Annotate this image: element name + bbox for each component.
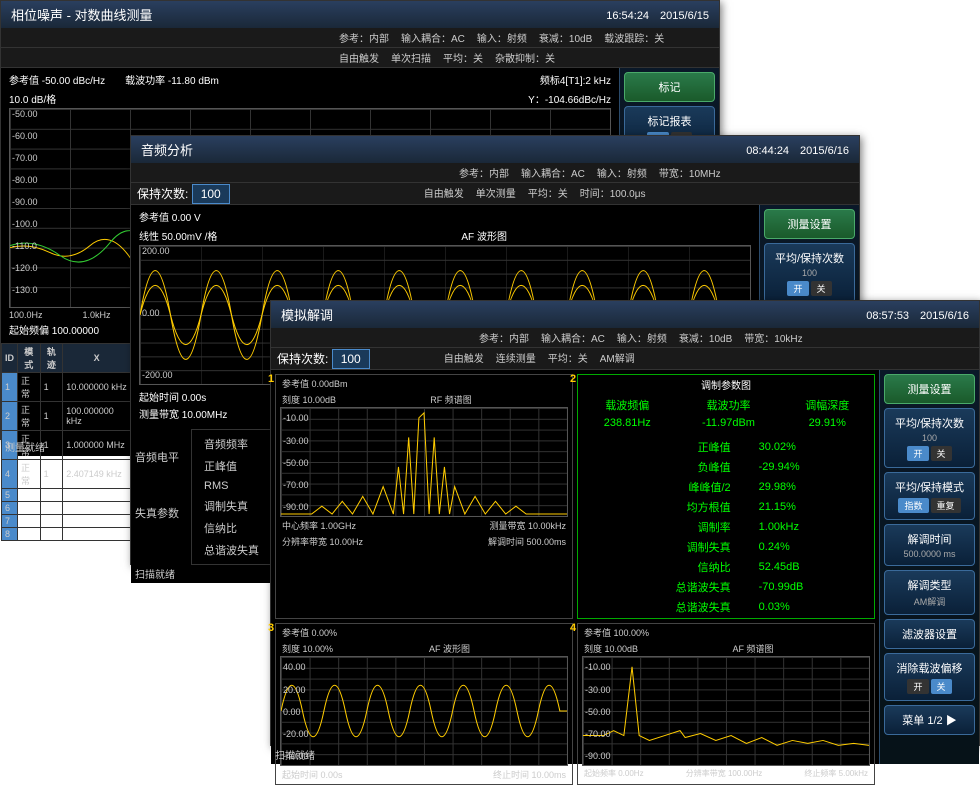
table-row: 5: [2, 489, 131, 502]
modulation-params-table: 载波频偏载波功率调幅深度 238.81Hz-11.97dBm29.91%: [578, 394, 874, 432]
sidebar: 测量设置 平均/保持次数 100 开关 平均/保持模式 指数重复 解调时间 50…: [879, 370, 979, 764]
titlebar: 模拟解调 08:57:53 2015/6/16: [271, 301, 979, 328]
hold-count-button[interactable]: 平均/保持次数 100 开关: [884, 408, 975, 468]
table-row: 1正常110.000000 kHz: [2, 373, 131, 402]
hold-count-input[interactable]: 100: [192, 184, 230, 204]
marker-button[interactable]: 标记: [624, 72, 715, 102]
footer-status: 扫描就绪: [135, 566, 175, 581]
table-row: 6: [2, 502, 131, 515]
window-analog-demod: 模拟解调 08:57:53 2015/6/16 参考：内部 输入耦合：AC 输入…: [270, 300, 980, 746]
clear-carrier-button[interactable]: 消除载波偏移 开关: [884, 653, 975, 701]
status-bar: 参考：内部 输入耦合：AC 输入：射频 衰减：10dB 载波跟踪：关: [1, 28, 719, 48]
rf-spectrum-chart[interactable]: -10.00 -30.00 -50.00 -70.00 -90.00: [280, 407, 568, 517]
panel-number: 1: [268, 373, 274, 385]
status-bar: 参考：内部 输入耦合：AC 输入：射频 带宽：10MHz: [131, 163, 859, 183]
filter-setup-button[interactable]: 滤波器设置: [884, 619, 975, 649]
status-bar-2: 保持次数: 100 自由触发 连续测量 平均：关 AM解调: [271, 348, 979, 370]
footer-status: 扫描就绪: [275, 747, 315, 762]
table-row: 2正常1100.000000 kHz: [2, 402, 131, 431]
window-title: 音频分析: [141, 140, 193, 159]
titlebar: 音频分析 08:44:24 2015/6/16: [131, 136, 859, 163]
window-title: 模拟解调: [281, 305, 333, 324]
window-title: 相位噪声 - 对数曲线测量: [11, 5, 153, 24]
panel-number: 4: [570, 622, 576, 634]
table-row: 8: [2, 528, 131, 541]
status-bar-2: 自由触发 单次扫描 平均：关 杂散抑制：关: [1, 48, 719, 68]
af-spectrum-chart[interactable]: -10.00 -30.00 -50.00 -70.00 -90.00: [582, 656, 870, 766]
measure-setup-button[interactable]: 测量设置: [884, 374, 975, 404]
footer-status: 测量就绪: [5, 439, 45, 454]
panel-number: 3: [268, 622, 274, 634]
measure-setup-button[interactable]: 测量设置: [764, 209, 855, 239]
status-bar: 参考：内部 输入耦合：AC 输入：射频 衰减：10dB 带宽：10kHz: [271, 328, 979, 348]
demod-type-button[interactable]: 解调类型 AM解调: [884, 570, 975, 615]
table-row: 7: [2, 515, 131, 528]
panel-number: 2: [570, 373, 576, 385]
hold-mode-button[interactable]: 平均/保持模式 指数重复: [884, 472, 975, 520]
timestamp: 08:57:53 2015/6/16: [866, 307, 969, 323]
hold-count-button[interactable]: 平均/保持次数 100 开关: [764, 243, 855, 303]
status-bar-2: 保持次数: 100 自由触发 单次测量 平均：关 时间：100.0μs: [131, 183, 859, 205]
menu-page-button[interactable]: 菜单 1/2 ▶: [884, 705, 975, 735]
hold-count-input[interactable]: 100: [332, 349, 370, 369]
table-row: 4正常12.407149 kHz: [2, 460, 131, 489]
titlebar: 相位噪声 - 对数曲线测量 16:54:24 2015/6/15: [1, 1, 719, 28]
timestamp: 16:54:24 2015/6/15: [606, 7, 709, 23]
timestamp: 08:44:24 2015/6/16: [746, 142, 849, 158]
demod-time-button[interactable]: 解调时间 500.0000 ms: [884, 524, 975, 566]
af-waveform-chart[interactable]: 40.00 20.00 0.00 -20.00 -40.00: [280, 656, 568, 766]
